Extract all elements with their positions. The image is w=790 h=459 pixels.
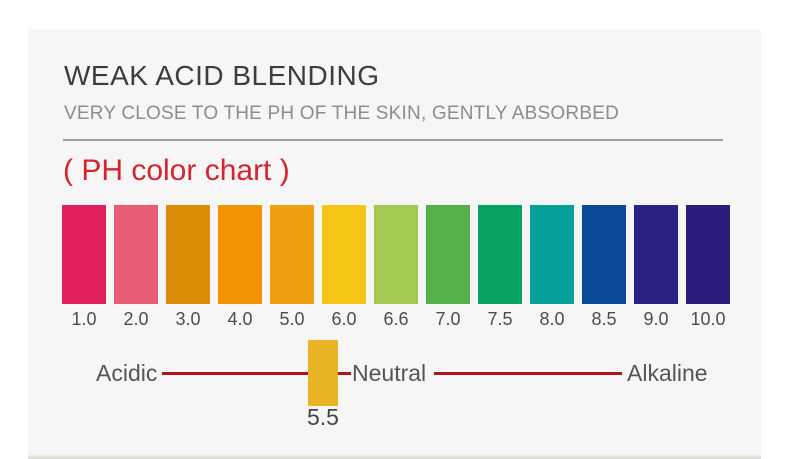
axis-line [338,372,351,375]
ph-swatch-label: 6.0 [331,309,357,329]
ph-swatch-label: 8.5 [591,309,617,329]
ph-scale-item: 2.0 [114,205,158,330]
ph-scale-item: 8.5 [582,205,626,330]
ph-swatch [686,205,730,304]
ph-scale-item: 1.0 [62,205,106,330]
ph-swatch-label: 10.0 [690,309,726,329]
ph-scale-item: 4.0 [218,205,262,330]
ph-swatch-label: 5.0 [279,309,305,329]
page-title: WEAK ACID BLENDING [64,60,380,91]
ph-swatch [218,205,262,304]
ph-swatch [582,205,626,304]
ph-scale-item: 6.0 [322,205,366,330]
ph-scale-item: 7.0 [426,205,470,330]
page-subtitle: VERY CLOSE TO THE PH OF THE SKIN, GENTLY… [64,103,619,124]
ph-swatch [374,205,418,304]
ph-swatch [270,205,314,304]
ph-swatch-label: 1.0 [71,309,97,329]
ph-swatch-label: 7.5 [487,309,513,329]
acidic-label: Acidic [96,360,158,386]
ph-swatch [634,205,678,304]
neutral-label: Neutral [352,360,427,386]
content-panel: WEAK ACID BLENDING VERY CLOSE TO THE PH … [28,29,761,459]
ph-swatch-label: 2.0 [123,309,149,329]
ph-swatch [530,205,574,304]
ph-scale-item: 3.0 [166,205,210,330]
ph-swatch [478,205,522,304]
ph-swatch [426,205,470,304]
ph-scale-item: 5.0 [270,205,314,330]
ph-scale-item: 8.0 [530,205,574,330]
ph-scale-row: 1.0 2.0 3.0 4.0 5.0 6.0 6.6 7.0 7.5 8.0 [62,205,730,330]
ph-marker-value: 5.5 [307,404,339,430]
ph-scale-item: 10.0 [686,205,730,330]
axis-line [434,372,622,375]
ph-swatch [166,205,210,304]
ph-swatch [62,205,106,304]
chart-heading: ( PH color chart ) [63,154,290,187]
ph-swatch-label: 4.0 [227,309,253,329]
ph-swatch-label: 3.0 [175,309,201,329]
ph-swatch-label: 9.0 [643,309,669,329]
ph-swatch-label: 7.0 [435,309,461,329]
ph-swatch-label: 8.0 [539,309,565,329]
divider-line [63,139,723,141]
ph-scale-item: 9.0 [634,205,678,330]
ph-scale-item: 6.6 [374,205,418,330]
ph-swatch-label: 6.6 [383,309,409,329]
ph-scale-item: 7.5 [478,205,522,330]
ph-swatch [114,205,158,304]
ph-marker-swatch [308,340,338,406]
ph-swatch [322,205,366,304]
axis-line [162,372,308,375]
alkaline-label: Alkaline [627,360,708,386]
